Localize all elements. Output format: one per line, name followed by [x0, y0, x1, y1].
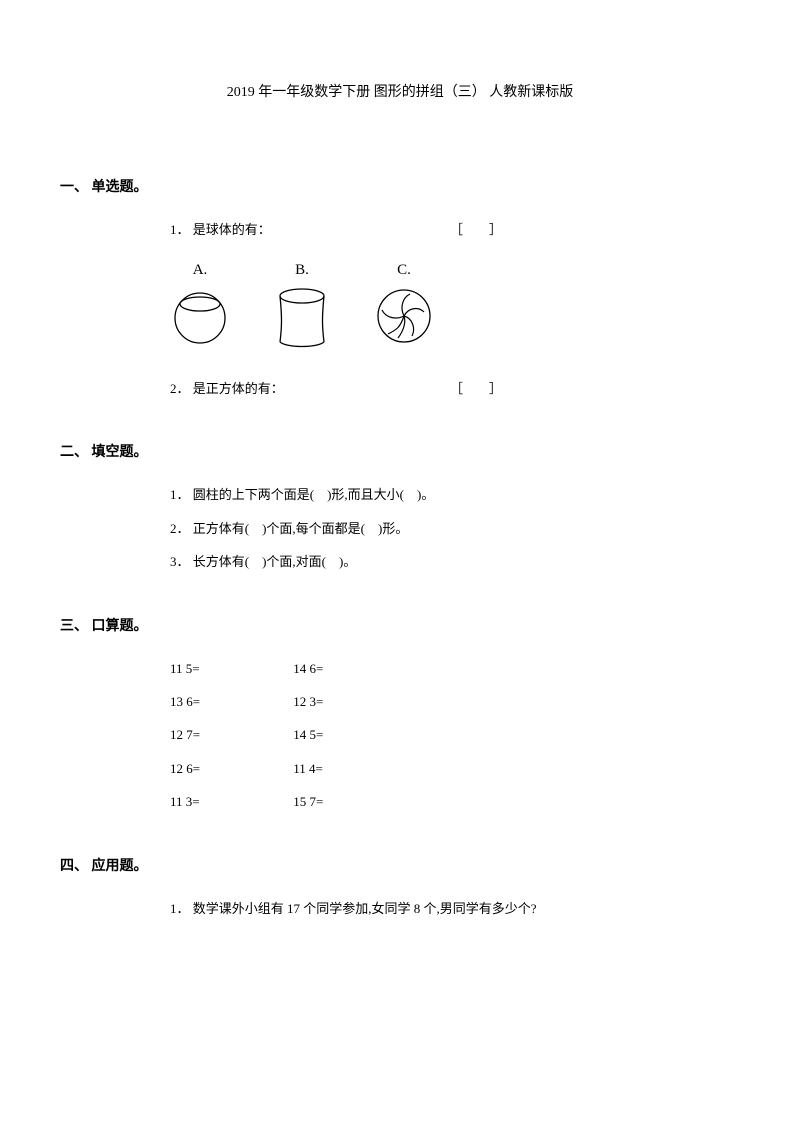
q1-1-bracket: ［ ］ [450, 218, 502, 241]
shape-c: C. [374, 257, 434, 346]
calc-item: 13 6= [170, 690, 290, 713]
calc-row: 11 5= 14 6= [170, 657, 740, 680]
q2-3: 3． 长方体有( )个面,对面( )。 [170, 550, 740, 573]
q1-2-num: 2． [170, 381, 190, 396]
calc-item: 15 7= [293, 790, 413, 813]
calc-item: 14 5= [293, 723, 413, 746]
calc-row: 12 7= 14 5= [170, 723, 740, 746]
section-1-heading: 一、 单选题。 [60, 175, 740, 200]
calc-item: 12 3= [293, 690, 413, 713]
q1-1-text: 是球体的有： [193, 222, 271, 237]
shape-b: B. [275, 257, 329, 352]
shape-a: A. [170, 257, 230, 346]
drum-icon [275, 286, 329, 352]
calc-item: 12 7= [170, 723, 290, 746]
calc-item: 14 6= [293, 657, 413, 680]
section-1-body: 1． 是球体的有： ［ ］ A. B. C. [60, 218, 740, 400]
q1-2-text: 是正方体的有： [193, 381, 284, 396]
calc-item: 12 6= [170, 757, 290, 780]
calc-row: 11 3= 15 7= [170, 790, 740, 813]
q2-1: 1． 圆柱的上下两个面是( )形,而且大小( )。 [170, 483, 740, 506]
q2-2: 2． 正方体有( )个面,每个面都是( )形。 [170, 517, 740, 540]
sphere-icon [170, 286, 230, 346]
section-4-body: 1． 数学课外小组有 17 个同学参加,女同学 8 个,男同学有多少个? [60, 897, 740, 920]
shape-b-label: B. [275, 257, 329, 284]
q4-1: 1． 数学课外小组有 17 个同学参加,女同学 8 个,男同学有多少个? [170, 897, 740, 920]
section-2-body: 1． 圆柱的上下两个面是( )形,而且大小( )。 2． 正方体有( )个面,每… [60, 483, 740, 573]
shape-c-label: C. [374, 257, 434, 284]
section-4-heading: 四、 应用题。 [60, 854, 740, 879]
section-3-body: 11 5= 14 6= 13 6= 12 3= 12 7= 14 5= 12 6… [60, 657, 740, 814]
calc-item: 11 4= [293, 757, 413, 780]
shapes-row: A. B. C. [170, 257, 740, 352]
shape-a-label: A. [170, 257, 230, 284]
section-3-heading: 三、 口算题。 [60, 614, 740, 639]
calc-row: 13 6= 12 3= [170, 690, 740, 713]
section-2-heading: 二、 填空题。 [60, 440, 740, 465]
q1-2-bracket: ［ ］ [450, 377, 502, 400]
q1-2: 2． 是正方体的有： ［ ］ [170, 377, 740, 400]
q1-1-num: 1． [170, 222, 190, 237]
ball-swirl-icon [374, 286, 434, 346]
q1-1: 1． 是球体的有： ［ ］ [170, 218, 740, 241]
calc-item: 11 3= [170, 790, 290, 813]
calc-row: 12 6= 11 4= [170, 757, 740, 780]
calc-item: 11 5= [170, 657, 290, 680]
page-title: 2019 年一年级数学下册 图形的拼组（三） 人教新课标版 [60, 80, 740, 105]
